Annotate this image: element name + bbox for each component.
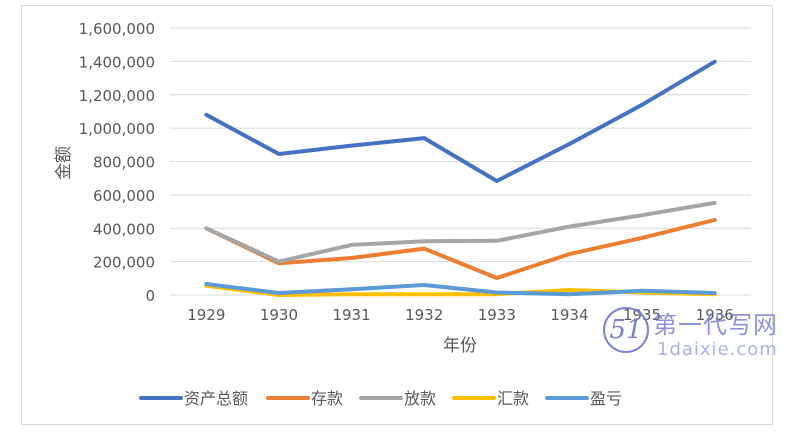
series-lines xyxy=(204,59,717,297)
legend-item: 盈亏 xyxy=(545,389,622,408)
y-tick-label: 1,400,000 xyxy=(79,53,155,71)
legend-label: 放款 xyxy=(404,389,436,408)
series-line xyxy=(204,282,717,297)
x-tick-label: 1932 xyxy=(405,306,443,324)
x-tick-label: 1933 xyxy=(478,306,516,324)
x-tick-label: 1929 xyxy=(187,306,225,324)
series-line xyxy=(204,217,717,280)
legend-label: 资产总额 xyxy=(184,389,248,408)
y-tick-label: 200,000 xyxy=(93,254,155,272)
x-tick-label: 1931 xyxy=(332,306,370,324)
legend-label: 汇款 xyxy=(497,389,529,408)
legend-label: 盈亏 xyxy=(590,389,622,408)
legend-item: 存款 xyxy=(266,389,343,408)
y-tick-label: 800,000 xyxy=(93,154,155,172)
y-tick-label: 1,200,000 xyxy=(79,87,155,105)
x-tick-label: 1936 xyxy=(696,306,734,324)
legend-item: 资产总额 xyxy=(139,389,248,408)
series-line xyxy=(204,59,717,183)
y-tick-label: 0 xyxy=(145,287,155,305)
y-tick-label: 1,600,000 xyxy=(79,20,155,38)
legend-label: 存款 xyxy=(311,389,343,408)
y-tick-label: 1,000,000 xyxy=(79,120,155,138)
x-tick-label: 1934 xyxy=(550,306,588,324)
y-axis-ticks: 0 200,000 400,000 600,000 800,000 1,000,000 1,… xyxy=(79,20,155,305)
legend: 资产总额 存款 放款 汇款 盈亏 xyxy=(139,389,622,408)
x-axis-label: 年份 xyxy=(443,336,477,356)
x-axis-ticks: 1929 1930 1931 1932 1933 1934 1935 1936 xyxy=(187,306,734,324)
legend-item: 汇款 xyxy=(452,389,529,408)
x-tick-label: 1935 xyxy=(623,306,661,324)
legend-item: 放款 xyxy=(359,389,436,408)
y-axis-label: 金额 xyxy=(54,146,74,180)
x-tick-label: 1930 xyxy=(260,306,298,324)
y-tick-label: 600,000 xyxy=(93,187,155,205)
series-line xyxy=(204,200,717,264)
y-tick-label: 400,000 xyxy=(93,220,155,238)
